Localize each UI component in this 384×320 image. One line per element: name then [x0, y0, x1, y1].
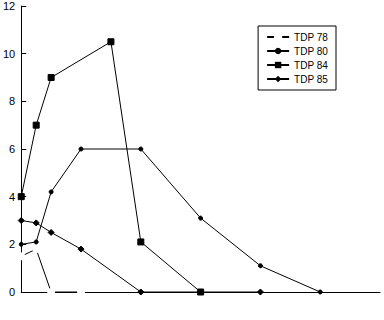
svg-text:2: 2	[9, 238, 15, 250]
svg-text:4: 4	[9, 191, 15, 203]
svg-text:0: 0	[9, 286, 15, 298]
svg-text:TDP 80: TDP 80	[294, 46, 328, 57]
svg-text:TDP 78: TDP 78	[294, 32, 328, 43]
svg-text:TDP 85: TDP 85	[294, 74, 328, 85]
svg-text:10: 10	[3, 48, 15, 60]
svg-text:TDP 84: TDP 84	[294, 60, 328, 71]
svg-text:12: 12	[3, 0, 15, 12]
svg-text:8: 8	[9, 95, 15, 107]
svg-text:6: 6	[9, 143, 15, 155]
